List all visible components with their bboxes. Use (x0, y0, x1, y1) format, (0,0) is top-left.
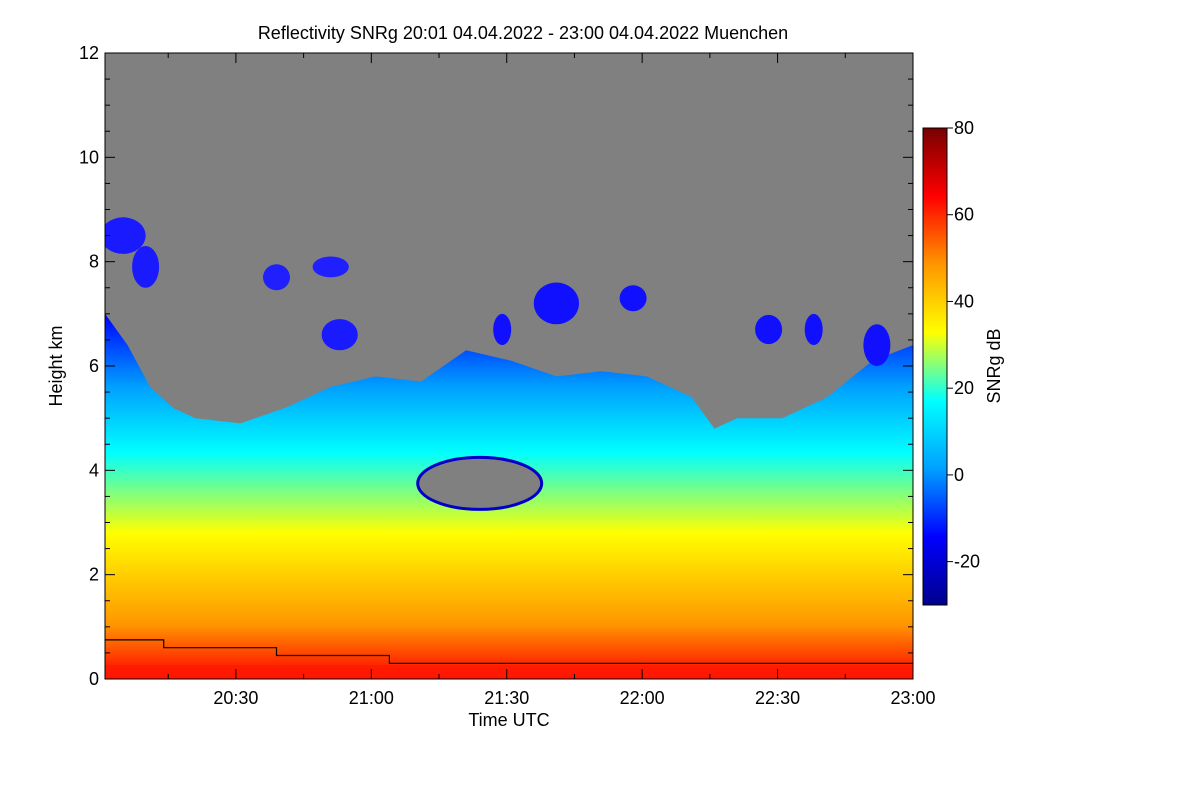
colorbar-tick-label: 0 (954, 465, 964, 485)
x-axis: 20:30 21:00 21:30 22:00 22:30 23:00 (167, 53, 936, 708)
colorbar-label: SNRg dB (984, 328, 1004, 403)
x-axis-label: Time UTC (468, 710, 549, 730)
colorbar-tick-label: 60 (954, 205, 974, 225)
cloud-patch-6 (493, 313, 512, 346)
chart-title: Reflectivity SNRg 20:01 04.04.2022 - 23:… (258, 23, 788, 43)
y-tick-label: 4 (89, 460, 99, 480)
cloud-patch-4 (312, 256, 349, 278)
colorbar-tick-label: 80 (954, 118, 974, 138)
clear-air-pocket (416, 455, 544, 511)
colorbar-bar (922, 127, 948, 606)
y-tick-label: 8 (89, 252, 99, 272)
colorbar-tick-label: 40 (954, 291, 974, 311)
cloud-patch-2 (132, 246, 160, 288)
y-tick-label: 12 (79, 43, 99, 63)
cloud-patch-7 (533, 282, 580, 325)
y-tick-label: 6 (89, 356, 99, 376)
cloud-patch-8 (619, 285, 647, 312)
y-axis-label: Height km (46, 325, 66, 406)
cloud-patch-10 (804, 313, 823, 346)
cloud-patches (105, 217, 891, 511)
cloud-patch-3 (263, 264, 290, 291)
mixing-layer-line (105, 639, 913, 664)
cloud-patch-1 (105, 217, 146, 254)
x-tick-label: 21:00 (349, 688, 394, 708)
y-tick-label: 0 (89, 669, 99, 689)
cloud-patch-11 (863, 324, 891, 366)
cloud-patch-9 (755, 314, 783, 345)
colorbar-ticks: -20 0 20 40 60 80 (947, 118, 980, 572)
x-tick-label: 20:30 (213, 688, 258, 708)
ground-clutter-band (105, 665, 913, 679)
colorbar-tick-label: -20 (954, 552, 980, 572)
colorbar: -20 0 20 40 60 80 SNRg dB (922, 118, 1004, 606)
x-tick-label: 21:30 (484, 688, 529, 708)
y-tick-label: 2 (89, 565, 99, 585)
cloud-patch-5 (321, 319, 358, 351)
x-tick-label: 22:00 (620, 688, 665, 708)
x-tick-label: 22:30 (755, 688, 800, 708)
plot-area (105, 53, 913, 679)
x-tick-label: 23:00 (890, 688, 935, 708)
y-tick-label: 10 (79, 147, 99, 167)
y-axis: 0 2 4 6 8 10 12 (79, 43, 913, 689)
colorbar-tick-label: 20 (954, 378, 974, 398)
